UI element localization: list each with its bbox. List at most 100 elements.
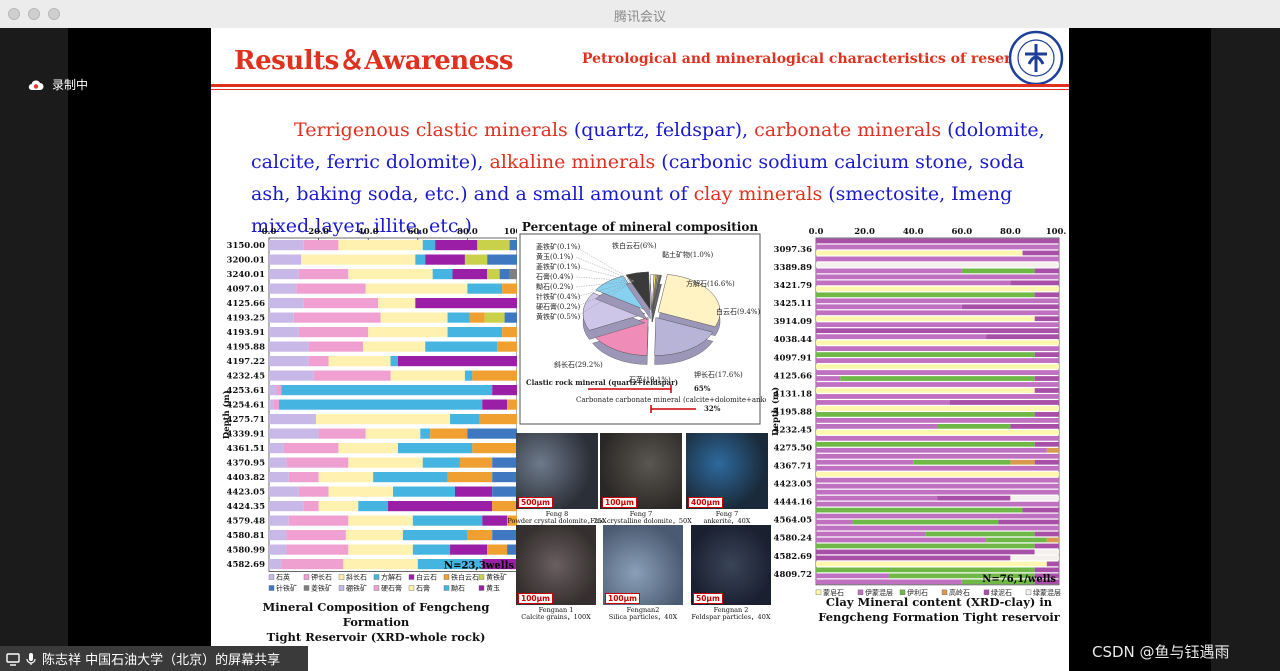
- bar-segment: [1034, 543, 1059, 549]
- legend-label: 石英: [276, 573, 290, 582]
- recording-indicator[interactable]: 录制中: [28, 76, 88, 93]
- y-tick-label: 3914.09: [774, 317, 813, 327]
- screen-share-bar[interactable]: 陈志祥 中国石油大学（北京）的屏幕共享: [0, 646, 308, 671]
- bar-segment: [402, 530, 468, 541]
- right-panel: [1211, 28, 1280, 671]
- y-tick-label: 4423.05: [774, 480, 813, 490]
- pie-slice-label: 针铁矿(0.4%): [536, 292, 581, 301]
- left-caption-line1: Mineral Composition of Fengcheng Formati…: [262, 600, 490, 629]
- y-axis-label: Depth (m): [221, 390, 232, 439]
- bar-segment: [338, 443, 398, 454]
- micrograph-sample: Feng 8: [545, 510, 569, 518]
- micrograph-description: Calcite grains，100X: [521, 613, 591, 621]
- legend-label: 伊利石: [907, 588, 928, 597]
- micrograph-description: ankerite，40X: [703, 517, 751, 525]
- bar-segment: [269, 341, 309, 352]
- whole-rock-bar-chart: 0.0 20.0 40.0 60.0 80.0 100.0 3150.00 3200.01 32…: [221, 227, 517, 593]
- bar-segment: [1034, 549, 1059, 555]
- bar-segment: [502, 327, 517, 338]
- zoom-window-button[interactable]: [48, 8, 60, 20]
- bar-segment: [415, 298, 517, 309]
- bar-segment: [986, 537, 1047, 543]
- legend-label: 针铁矿: [276, 584, 297, 593]
- micrograph-image: [603, 525, 683, 605]
- bar-segment: [816, 388, 1035, 393]
- y-tick-label: 4582.69: [774, 552, 813, 562]
- recording-label: 录制中: [52, 78, 89, 92]
- bar-segment: [269, 312, 294, 323]
- bar-segment: [816, 423, 938, 429]
- bar-segment: [288, 515, 349, 526]
- x-tick-label: 80.0: [457, 227, 478, 237]
- y-tick-label: 4097.91: [774, 353, 813, 363]
- bar-segment: [318, 501, 359, 512]
- pie-slice-label: 斜长石(29.2%): [554, 360, 603, 369]
- legend-label: 菱铁矿: [311, 584, 332, 593]
- y-tick-label: 4275.71: [227, 415, 266, 425]
- bar-segment: [286, 530, 346, 541]
- bar-segment: [816, 519, 853, 525]
- legend-swatch: [983, 589, 990, 596]
- bar-segment: [348, 457, 423, 468]
- legend-swatch: [268, 585, 275, 591]
- bar-segment: [816, 256, 1059, 262]
- bar-segment: [273, 399, 279, 410]
- legend-swatch: [443, 585, 450, 591]
- bar-segment: [269, 356, 309, 367]
- minimize-window-button[interactable]: [28, 8, 40, 20]
- bar-segment: [487, 544, 508, 555]
- bar-segment: [298, 486, 329, 497]
- bar-segment: [482, 559, 517, 570]
- legend-swatch: [303, 585, 310, 591]
- bar-segment: [276, 385, 282, 396]
- bar-segment: [816, 561, 1047, 567]
- pie-slice-label: 铁白云石(6%): [612, 241, 657, 250]
- bar-segment: [913, 459, 1011, 465]
- bar-segment: [422, 457, 460, 468]
- legend-label: 斜长石: [346, 573, 367, 582]
- bar-segment: [816, 244, 1059, 250]
- bar-segment: [492, 472, 517, 483]
- clay-bar-chart: 0.0 20.0 40.0 60.0 80.0 100.0 3097.36 3389.89 34…: [770, 227, 1066, 597]
- y-tick-label: 4193.91: [227, 328, 266, 338]
- y-tick-label: 4580.99: [227, 546, 266, 556]
- bar-segment: [816, 376, 841, 381]
- clastic-value: 65%: [694, 384, 711, 393]
- micrograph-description: Fine crystalline dolomite，50X: [590, 517, 692, 525]
- bar-segment: [269, 530, 287, 541]
- pie-leader-line: [575, 276, 635, 282]
- micrograph-description: Powder crystal dolomite，25X: [507, 517, 607, 525]
- bar-segment: [1010, 280, 1059, 286]
- close-window-button[interactable]: [8, 8, 20, 20]
- bar-segment: [816, 537, 987, 543]
- bar-segment: [1034, 352, 1059, 357]
- bar-segment: [499, 269, 510, 280]
- bar-segment: [348, 544, 413, 555]
- bar-segment: [492, 486, 517, 497]
- bar-segment: [308, 341, 364, 352]
- bar-segment: [450, 544, 488, 555]
- bar-segment: [467, 530, 493, 541]
- legend-label: 钾长石: [311, 573, 332, 582]
- bar-segment: [816, 274, 1059, 280]
- x-tick-label: 0.0: [809, 227, 824, 237]
- bar-segment: [281, 385, 493, 396]
- bar-segment: [816, 286, 1059, 292]
- bar-segment: [816, 549, 1035, 555]
- bar-segment: [509, 240, 517, 251]
- scale-bar-label: 100μm: [602, 497, 637, 508]
- bar-segment: [482, 399, 508, 410]
- y-tick-label: 4580.81: [227, 531, 266, 541]
- bar-segment: [345, 530, 403, 541]
- legend-label: 绿蒙混层: [1033, 588, 1061, 597]
- micrograph-caption: Feng 7 Fine crystalline dolomite，50X: [590, 511, 692, 525]
- bar-segment: [269, 486, 299, 497]
- right-caption-line1: Clay Mineral content (XRD-clay) in: [825, 595, 1053, 609]
- bar-segment: [816, 364, 1059, 369]
- pie-leader-line: [575, 280, 635, 308]
- bar-segment: [502, 283, 517, 294]
- bar-segment: [308, 356, 329, 367]
- micrograph-sample: Fengnan 1: [538, 606, 574, 614]
- legend-swatch: [338, 585, 345, 591]
- legend-swatch: [478, 585, 485, 591]
